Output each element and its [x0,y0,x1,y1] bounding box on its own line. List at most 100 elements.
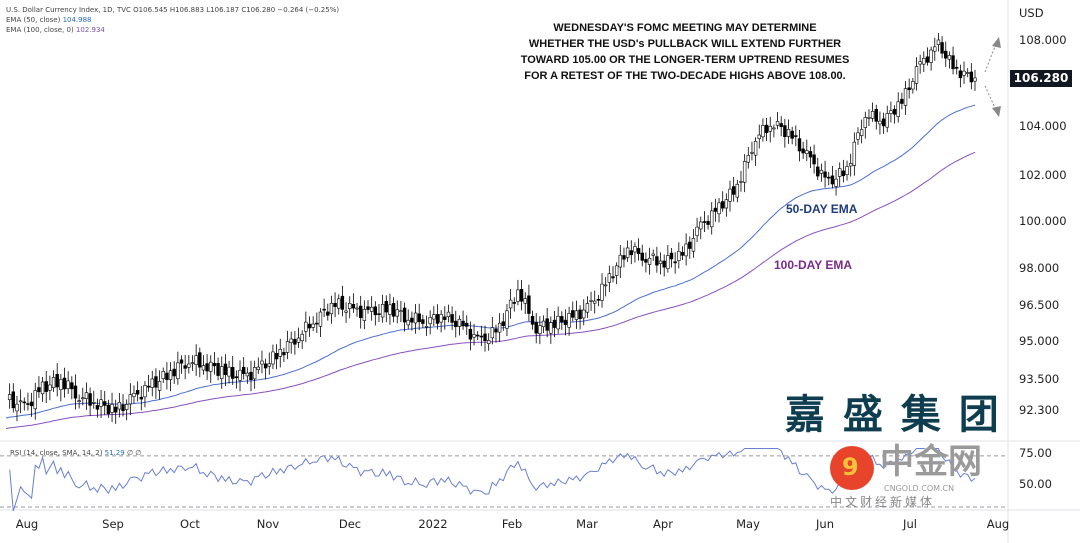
candle-body [918,61,922,65]
candle-body [454,320,458,328]
x-tick-label: Aug [15,517,39,531]
candle-body [636,248,641,254]
candle-body [29,401,34,407]
candle-body [958,70,963,79]
rsi-legend: RSI (14, close, SMA, 14, 2) 51.29 ∅ ∅ [10,449,141,457]
candle-body [446,311,451,318]
candle-body [267,363,271,367]
candle-body [95,405,100,410]
candle-body [596,298,601,301]
candle-body [816,166,820,177]
candle-body [706,220,710,225]
candle-body [391,303,396,317]
candle-body [388,304,392,315]
candle-body [556,315,560,330]
candle-body [201,365,206,371]
cngold-logo: 9 中金网 CNGOLD.COM.CN 中文财经新媒体 [830,442,1005,510]
forecast-up-line [984,43,997,73]
candle-body [165,372,169,380]
candle-body [117,402,122,410]
candle-body [889,110,893,114]
candle-body [468,328,473,340]
candle-body [15,403,19,412]
candle-body [22,401,26,404]
candle-body [304,321,308,332]
candle-body [841,170,846,177]
candle-body [289,338,293,344]
candle-body [903,88,908,106]
candle-body [885,113,889,128]
candle-body [589,300,593,302]
candle-body [70,382,74,390]
logo-name: 中金网 [880,442,982,482]
x-tick-label: Mar [576,517,598,531]
candle-body [618,254,623,268]
candle-body [560,316,564,323]
candle-body [413,312,418,324]
candle-body [172,368,176,377]
candle-body [955,66,959,69]
candle-body [947,55,952,60]
candle-body [139,396,143,400]
candle-body [333,302,337,308]
candle-body [585,303,590,313]
y-tick-label: 102.000 [1019,168,1067,182]
candle-body [187,363,191,368]
candle-body [457,319,462,327]
candle-body [936,39,941,45]
candle-body [209,361,213,372]
y-tick-label: 100.000 [1019,214,1067,228]
candle-body [673,261,677,264]
candle-body [622,255,626,260]
candle-body [55,374,59,388]
candle-body [399,310,403,312]
candle-body [296,337,301,343]
candle-body [783,125,787,138]
annotation-text: WEDNESDAY'S FOMC MEETING MAY DETERMINE W… [490,20,880,84]
candle-body [713,207,718,212]
candle-body [611,276,615,279]
candle-body [925,56,930,63]
candle-body [285,341,290,353]
candle-body [563,319,568,325]
candle-body [366,306,370,310]
candle-body [121,404,125,412]
candle-body [571,310,575,318]
candle-body [768,125,772,132]
x-tick-label: Dec [338,517,362,531]
candle-body [731,186,736,195]
candle-body [907,87,911,90]
annotation-line: FOR A RETEST OF THE TWO-DECADE HIGHS ABO… [524,70,846,82]
y-tick-label: 96.500 [1019,298,1060,312]
candle-body [761,125,765,138]
candle-body [724,199,729,209]
watermark: 嘉 盛 集 团 [785,392,1001,438]
candle-body [274,353,279,360]
candle-body [377,313,381,315]
candle-body [476,334,480,337]
candle-body [307,323,312,329]
candle-body [625,247,630,258]
candle-body [720,201,725,209]
candle-body [212,363,217,367]
currency-label: USD [1019,6,1044,20]
candle-body [717,202,721,215]
candle-body [435,314,440,324]
candle-body [161,371,165,380]
candle-body [896,101,900,117]
candle-body [666,255,670,269]
candle-body [922,58,926,65]
candle-body [629,250,633,256]
candle-body [688,241,692,249]
ema50-legend: EMA (50, close) 104.988 [6,16,92,24]
candle-body [223,363,228,375]
candle-body [450,314,454,323]
candle-body [88,393,92,406]
candle-body [662,260,666,268]
candle-body [699,221,703,230]
candle-body [256,366,261,371]
y-tick-label: 95.000 [1019,334,1060,348]
candle-body [198,352,202,368]
candle-body [315,322,319,325]
